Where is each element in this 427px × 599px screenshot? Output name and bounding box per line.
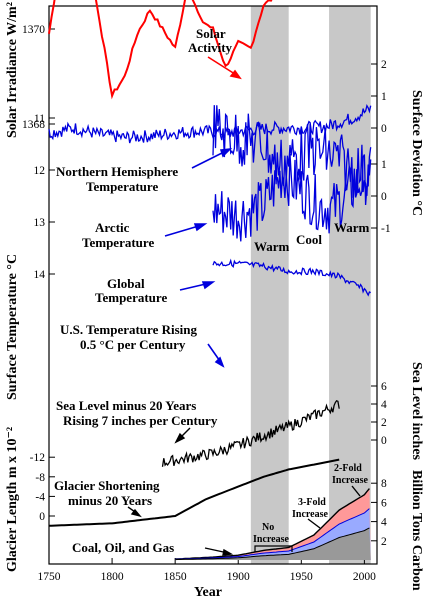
surface-axis-title: Surface Temperature °C (5, 254, 20, 400)
plot-frame (48, 5, 378, 565)
left-axis-ticks: 13721370136814131211-12-8-40 (22, 24, 55, 523)
series-line-northern-hemisphere-temperature (48, 103, 372, 144)
global-label-1: Global (107, 276, 145, 291)
glacier-label-2: minus 20 Years (68, 493, 152, 508)
x-axis-ticks: 1750 1800 1850 1900 1950 2000 (38, 558, 376, 583)
twofold-label-1: 2-Fold (334, 463, 362, 474)
x-tick-label-1800: 1800 (101, 571, 124, 583)
series-line-u-s-temperature (212, 105, 372, 198)
twofold-label-2: Increase (332, 475, 368, 486)
left-tick-label-surf-13: 13 (34, 217, 46, 229)
cool-label: Cool (296, 232, 322, 247)
right-tick-label-dev-1: 1 (381, 91, 387, 103)
sea-label-2: Rising 7 inches per Century (63, 413, 218, 428)
arctic-label-1: Arctic (95, 220, 130, 235)
left-tick-label-surf-11: 11 (34, 113, 45, 125)
x-tick-label-1750: 1750 (38, 571, 61, 583)
left-tick-label-glac--4: -4 (35, 491, 45, 503)
arctic-label-2: Temperature (82, 235, 154, 250)
right-axis-ticks: 2 1 0 1 0 -1 6 4 2 0 8 6 4 2 (371, 59, 391, 548)
right-tick-label-dev-0: 0 (381, 123, 387, 135)
warm-label-2: Warm (334, 220, 370, 235)
left-tick-label-solar-1370: 1370 (22, 24, 45, 36)
right-tick-label-sea-2: 2 (381, 417, 387, 429)
series-line-coal-oil-and-gas-mid (175, 508, 370, 560)
series-group (48, 0, 372, 561)
solar-axis-title: Solar Irradiance W/m² (5, 2, 20, 138)
series-line-glacier-shortening (48, 458, 340, 527)
deviation-axis-title: Surface Deviation °C (409, 90, 424, 216)
carbon-axis-title: Billion Tons Carbon (409, 470, 424, 591)
annotation-arrows (207, 56, 242, 80)
right-tick-label-sea-6: 6 (381, 381, 387, 393)
threefold-label-2: Increase (292, 509, 328, 520)
us-label-1: U.S. Temperature Rising (60, 322, 197, 337)
right-tick-label-arc--1: -1 (381, 223, 391, 235)
threefold-label-1: 3-Fold (298, 497, 326, 508)
left-tick-label-glac--12: -12 (30, 452, 46, 464)
x-tick-label-1850: 1850 (164, 571, 187, 583)
right-tick-label-sea-4: 4 (381, 399, 387, 411)
solar-label-2: Activity (188, 40, 233, 55)
series-line-solar-activity (48, 0, 277, 100)
shaded-periods (250, 6, 371, 564)
left-tick-label-glac--8: -8 (35, 472, 45, 484)
series-line-coal-oil-and-gas (175, 488, 370, 560)
left-tick-label-surf-14: 14 (34, 269, 46, 281)
right-tick-label-sea-0: 0 (381, 435, 387, 447)
right-tick-label-arc-1: 1 (381, 159, 387, 171)
series-line-coal-oil-and-gas-base (175, 527, 370, 561)
left-tick-label-glac-0: 0 (39, 511, 45, 523)
x-axis-title: Year (194, 585, 222, 599)
nh-label-2: Temperature (86, 179, 158, 194)
right-tick-label-dev-2: 2 (381, 59, 387, 71)
annotation-arrows-black (127, 427, 361, 556)
x-tick-label-2000: 2000 (353, 571, 376, 583)
no-increase-bracket (254, 545, 293, 552)
right-tick-label-carb-2: 2 (381, 536, 387, 548)
series-line-sea-level (161, 400, 340, 467)
right-tick-label-arc-0: 0 (381, 191, 387, 203)
series-line-arctic-temperature (212, 147, 372, 242)
right-tick-label-carb-8: 8 (381, 478, 387, 490)
series-line-global-temperature (212, 258, 371, 297)
annotation-arrows-blue (164, 147, 233, 368)
coal-label: Coal, Oil, and Gas (72, 540, 174, 555)
coal-fill-base (175, 527, 371, 560)
glacier-axis-title: Glacier Length m x 10⁻² (5, 427, 20, 572)
left-tick-label-surf-12: 12 (34, 165, 46, 177)
x-tick-label-1900: 1900 (227, 571, 250, 583)
warm-label-1: Warm (254, 239, 290, 254)
solar-label-1: Solar (196, 26, 226, 41)
sea-label-1: Sea Level minus 20 Years (56, 398, 196, 413)
nh-label-1: Northern Hemisphere (56, 164, 178, 179)
right-tick-label-carb-6: 6 (381, 497, 387, 509)
sealevel-axis-title: Sea Level inches (409, 362, 424, 461)
global-label-2: Temperature (95, 290, 167, 305)
left-tick-label-solar-1368: 1368 (22, 119, 45, 131)
x-tick-label-1950: 1950 (290, 571, 313, 583)
no-increase-label-1: No (262, 522, 274, 533)
shaded-period-2 (329, 6, 371, 564)
no-increase-label-2: Increase (253, 534, 289, 545)
right-tick-label-carb-4: 4 (381, 517, 387, 529)
glacier-label-1: Glacier Shortening (54, 478, 160, 493)
us-label-2: 0.5 °C per Century (80, 337, 186, 352)
